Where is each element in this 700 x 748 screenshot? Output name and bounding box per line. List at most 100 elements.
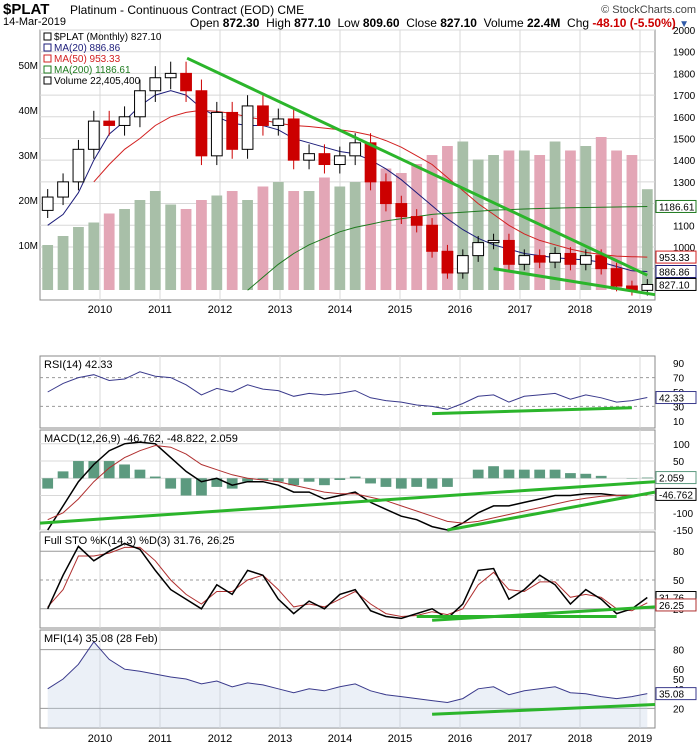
macd-histogram-bar [42, 478, 54, 489]
close-value: 827.10 [440, 16, 477, 30]
volume-bar [457, 141, 469, 290]
candle-body [318, 153, 331, 166]
volume-bar [611, 150, 622, 290]
volume-bar [42, 245, 54, 290]
candle-body [103, 120, 116, 126]
sto-d-value-label: 26.25 [659, 601, 684, 612]
volume-bar [180, 209, 192, 290]
volume-bar [272, 182, 284, 290]
candle-body [241, 105, 254, 150]
volume-bar [73, 227, 84, 290]
change-value: -48.10 (-5.50%) [592, 16, 676, 30]
candle-body [395, 203, 408, 218]
macd-histogram-bar [257, 478, 269, 480]
candle-body [518, 255, 531, 265]
candle-body [87, 120, 100, 150]
candle-body [595, 255, 608, 270]
volume-y-tick-label: 20M [19, 196, 38, 207]
macd-histogram-bar [426, 478, 438, 489]
legend-ma50: MA(50) 953.33 [54, 54, 121, 65]
high-value: 877.10 [294, 16, 331, 30]
volume-bar [349, 182, 361, 290]
volume-bar [334, 186, 346, 290]
price-y-tick-label: 1100 [673, 221, 695, 232]
macd-histogram-bar [641, 477, 653, 479]
candle-body [426, 224, 438, 252]
legend-ma200: MA(200) 1186.61 [54, 65, 131, 76]
volume-bar [626, 155, 638, 290]
bottom-x-tick-label: 2018 [568, 733, 592, 745]
price-panel [39, 29, 656, 301]
volume-bar [149, 191, 161, 290]
price-x-tick-label: 2013 [268, 304, 292, 316]
volume-bar [196, 200, 207, 290]
rsi-line [47, 371, 648, 410]
price-y-tick-label: 1000 [673, 243, 696, 254]
triangle-down-icon[interactable]: ▼ [679, 19, 690, 30]
volume-y-tick-label: 10M [19, 241, 38, 252]
price-x-tick-label: 2019 [628, 304, 652, 316]
legend-price-swatch [43, 32, 52, 41]
bottom-x-tick-label: 2013 [268, 733, 292, 745]
bottom-x-tick-label: 2016 [448, 733, 472, 745]
bottom-x-tick-label: 2010 [88, 733, 112, 745]
legend-volume-swatch [43, 76, 52, 85]
macd-histogram-bar [119, 464, 130, 479]
candle-body [41, 196, 54, 211]
volume-bar [472, 159, 484, 290]
volume-bar [134, 200, 146, 290]
macd-value-label-box [655, 487, 697, 501]
price-x-tick-label: 2018 [568, 304, 592, 316]
macd-trendline-short [447, 490, 656, 532]
legend-ma20-swatch [43, 43, 52, 52]
price-x-tick-label: 2017 [508, 304, 532, 316]
candle-body [503, 239, 515, 265]
mfi-trendline [432, 703, 656, 716]
macd-histogram-bar [518, 469, 530, 479]
macd-histogram-bar [472, 469, 484, 479]
macd-histogram-bar [565, 473, 576, 479]
rsi-y-tick-label: 10 [673, 417, 685, 428]
ma20-value-label-box [655, 264, 697, 278]
candle-body [149, 77, 162, 92]
low-value: 809.60 [362, 16, 400, 30]
mfi-value-label: 35.08 [659, 690, 684, 701]
macd-histogram-bar [242, 478, 253, 482]
mfi-line [47, 640, 648, 704]
volume-bar [595, 137, 607, 290]
ma50-value-label-box [655, 250, 697, 264]
macd-histogram-bar [488, 466, 499, 479]
change-label: Chg [567, 16, 590, 30]
mfi-value-label-box [655, 687, 697, 701]
macd-signal-line [47, 444, 648, 524]
sto-d-value-label-box [655, 598, 697, 612]
volume-y-tick-label: 40M [19, 106, 38, 117]
macd-histogram-bar [580, 473, 592, 479]
macd-y-tick-label: 50 [673, 457, 685, 468]
macd-y-tick-label: -150 [673, 526, 693, 537]
date-label: 14-Mar-2019 [3, 16, 66, 28]
candle-body [272, 118, 285, 126]
sto-y-tick-label: 50 [673, 576, 685, 587]
volume-y-tick-label: 50M [19, 61, 38, 72]
macd-hist-value-label-box [655, 471, 697, 485]
candle-body [303, 153, 315, 161]
price-x-tick-label: 2011 [148, 304, 172, 316]
chart-header-row-1: $PLAT Platinum - Continuous Contract (EO… [0, 1, 700, 18]
macd-y-tick-label: -100 [673, 509, 693, 520]
mfi-area [47, 641, 648, 728]
volume-bar [442, 146, 453, 290]
macd-histogram-bar [503, 469, 515, 479]
close-label: Close [406, 16, 437, 30]
macd-histogram-bar [180, 478, 192, 496]
ma20-value-label: 886.86 [659, 267, 690, 278]
mfi-y-tick-label: 60 [673, 665, 685, 676]
macd-histogram-bar [272, 478, 284, 482]
ohlc-readout: Open 872.30 High 877.10 Low 809.60 Close… [190, 16, 689, 30]
price-x-tick-label: 2015 [388, 304, 412, 316]
volume-y-tick-label: 30M [19, 151, 38, 162]
bottom-x-tick-label: 2017 [508, 733, 532, 745]
rsi-y-tick-label: 70 [673, 374, 685, 385]
volume-bar [518, 150, 530, 290]
